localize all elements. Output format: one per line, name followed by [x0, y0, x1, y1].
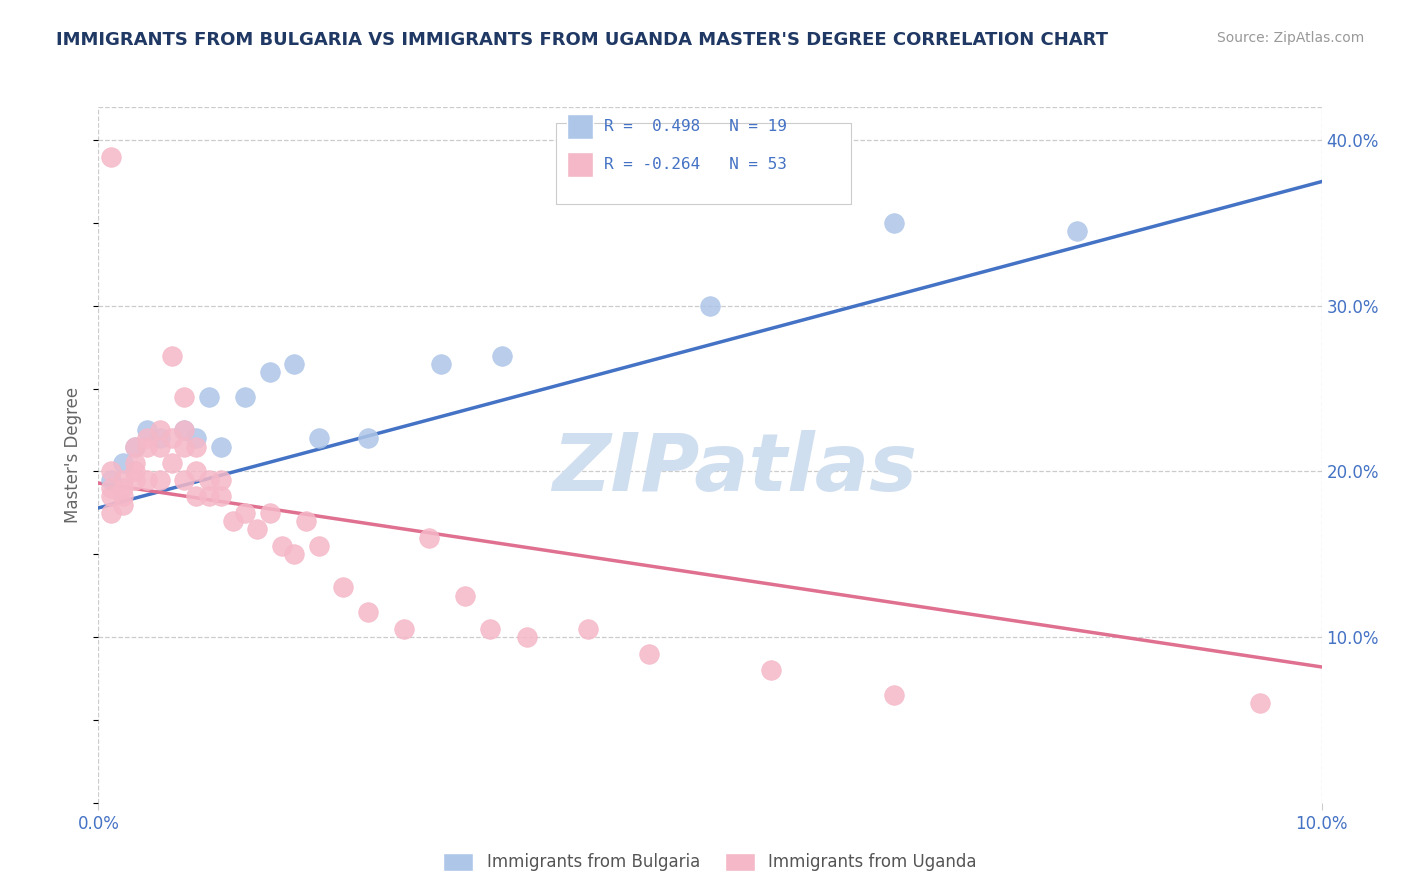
Point [1066, 224, 1088, 238]
Point [283, 547, 305, 561]
Point [100, 465, 122, 479]
Point [124, 440, 146, 454]
Y-axis label: Master's Degree: Master's Degree [65, 387, 83, 523]
Point [136, 440, 159, 454]
Point [308, 431, 330, 445]
Point [186, 489, 208, 503]
Point [197, 473, 219, 487]
Point [111, 498, 134, 512]
Point [197, 489, 219, 503]
Point [197, 390, 219, 404]
Point [491, 349, 513, 363]
Legend: Immigrants from Bulgaria, Immigrants from Uganda: Immigrants from Bulgaria, Immigrants fro… [437, 846, 983, 878]
Point [100, 481, 122, 495]
Text: R =  0.498   N = 19: R = 0.498 N = 19 [605, 119, 787, 134]
Point [759, 663, 782, 677]
Point [332, 581, 354, 595]
Point [699, 299, 721, 313]
Point [430, 357, 453, 371]
Point [186, 431, 208, 445]
Point [1249, 697, 1271, 711]
Point [160, 456, 183, 470]
Point [246, 523, 269, 537]
Point [356, 431, 378, 445]
Point [233, 390, 256, 404]
Point [100, 506, 122, 520]
Point [295, 514, 318, 528]
Point [136, 473, 159, 487]
Point [149, 423, 172, 437]
Point [209, 489, 232, 503]
Point [136, 423, 159, 437]
Point [186, 440, 208, 454]
Point [259, 365, 281, 379]
Point [149, 431, 172, 445]
Point [100, 473, 122, 487]
Point [356, 605, 378, 619]
Point [222, 514, 245, 528]
Point [270, 539, 292, 553]
Point [186, 465, 208, 479]
Point [111, 473, 134, 487]
Point [173, 473, 195, 487]
Point [111, 489, 134, 503]
Point [883, 216, 905, 230]
Point [283, 357, 305, 371]
Point [173, 423, 195, 437]
Point [173, 390, 195, 404]
Point [576, 622, 599, 636]
Point [160, 431, 183, 445]
Point [883, 688, 905, 702]
Point [173, 440, 195, 454]
Point [124, 456, 146, 470]
Point [173, 423, 195, 437]
Point [160, 349, 183, 363]
Text: IMMIGRANTS FROM BULGARIA VS IMMIGRANTS FROM UGANDA MASTER'S DEGREE CORRELATION C: IMMIGRANTS FROM BULGARIA VS IMMIGRANTS F… [56, 31, 1108, 49]
Point [392, 622, 416, 636]
Point [454, 589, 477, 603]
Text: Source: ZipAtlas.com: Source: ZipAtlas.com [1216, 31, 1364, 45]
Point [308, 539, 330, 553]
Point [478, 622, 501, 636]
Point [259, 506, 281, 520]
Point [124, 440, 146, 454]
Point [209, 473, 232, 487]
Point [100, 489, 122, 503]
Point [149, 440, 172, 454]
Point [111, 481, 134, 495]
Point [124, 473, 146, 487]
Point [637, 647, 661, 661]
Text: ZIPatlas: ZIPatlas [553, 430, 917, 508]
Point [233, 506, 256, 520]
Point [516, 630, 538, 644]
Point [100, 150, 122, 164]
Point [149, 473, 172, 487]
Point [124, 465, 146, 479]
Point [418, 531, 440, 545]
Text: R = -0.264   N = 53: R = -0.264 N = 53 [605, 157, 787, 172]
Point [111, 456, 134, 470]
Point [209, 440, 232, 454]
Point [136, 431, 159, 445]
